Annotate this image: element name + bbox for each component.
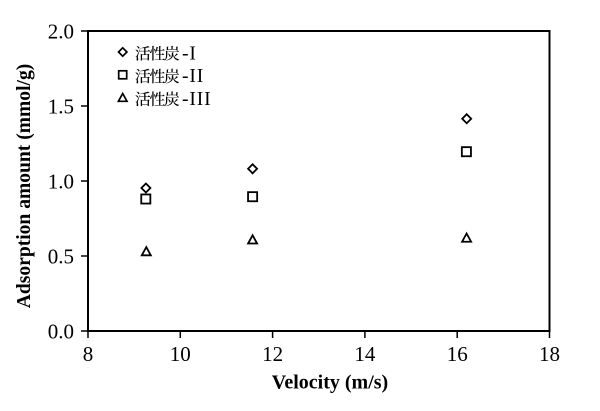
svg-text:14: 14 bbox=[354, 342, 376, 366]
svg-text:1.5: 1.5 bbox=[48, 95, 74, 119]
svg-text:-II: -II bbox=[182, 66, 204, 87]
svg-text:0.0: 0.0 bbox=[48, 320, 74, 344]
svg-text:12: 12 bbox=[262, 342, 283, 366]
svg-text:-III: -III bbox=[182, 89, 212, 110]
svg-text:18: 18 bbox=[539, 342, 560, 366]
svg-text:Adsorption amount (mmol/g): Adsorption amount (mmol/g) bbox=[13, 64, 35, 309]
svg-text:0.5: 0.5 bbox=[48, 245, 74, 269]
svg-text:10: 10 bbox=[170, 342, 191, 366]
svg-text:16: 16 bbox=[447, 342, 468, 366]
svg-text:-I: -I bbox=[182, 43, 197, 64]
svg-text:2.0: 2.0 bbox=[48, 20, 74, 44]
svg-text:1.0: 1.0 bbox=[48, 170, 74, 194]
svg-text:Velocity (m/s): Velocity (m/s) bbox=[272, 372, 388, 394]
svg-text:8: 8 bbox=[83, 342, 94, 366]
